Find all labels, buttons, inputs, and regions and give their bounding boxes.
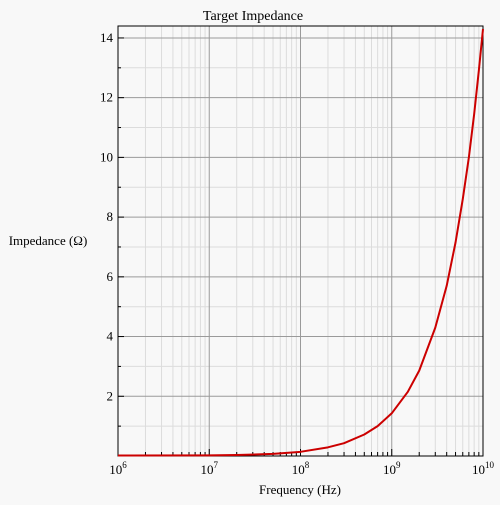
x-tick-label: 109 (383, 460, 401, 477)
axis-ticks (117, 37, 484, 456)
x-tick-label: 1010 (472, 460, 495, 477)
y-tick-label: 14 (100, 30, 114, 45)
chart-title: Target Impedance (203, 9, 303, 24)
y-tick-label: 10 (100, 149, 113, 164)
y-tick-label: 8 (107, 209, 114, 224)
y-axis-label: Impedance (Ω) (9, 233, 88, 248)
y-tick-label: 2 (107, 388, 114, 403)
series-layer (117, 28, 484, 457)
y-tick-labels: 2 4 6 8 10 12 14 (100, 30, 114, 403)
y-tick-label: 12 (100, 90, 113, 105)
x-tick-labels: 106 107 108 109 1010 (109, 460, 494, 477)
y-tick-label: 4 (107, 329, 114, 344)
y-tick-label: 6 (107, 269, 114, 284)
impedance-line (117, 28, 484, 457)
x-tick-label: 108 (292, 460, 310, 477)
x-axis-label: Frequency (Hz) (259, 482, 341, 497)
x-tick-label: 107 (201, 460, 219, 477)
x-tick-label: 106 (109, 460, 127, 477)
